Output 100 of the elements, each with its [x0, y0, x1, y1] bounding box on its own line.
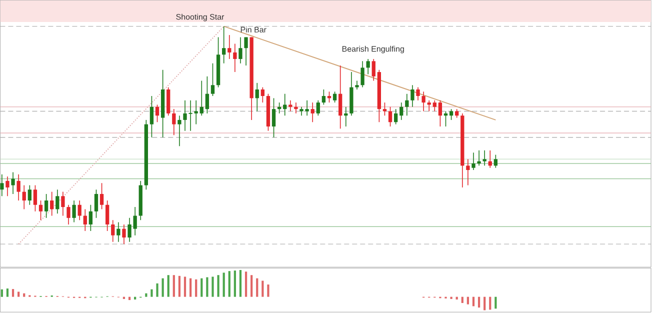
candlestick	[360, 60, 364, 88]
candlestick	[111, 220, 115, 242]
candlestick	[394, 108, 398, 125]
candlestick	[205, 76, 210, 114]
bar	[217, 275, 220, 297]
bar	[250, 275, 253, 297]
candlestick	[150, 96, 154, 138]
bar	[489, 296, 492, 310]
candlestick	[416, 86, 420, 101]
bar	[23, 293, 26, 297]
bar	[0, 289, 3, 297]
bar	[167, 275, 170, 297]
candlestick	[294, 102, 298, 114]
bar	[212, 276, 214, 297]
candlestick	[372, 58, 376, 82]
bar	[244, 272, 248, 297]
candlestick	[238, 36, 242, 64]
candlestick	[366, 58, 370, 75]
candlestick	[194, 100, 198, 125]
bar	[206, 277, 208, 297]
candlestick	[44, 194, 48, 218]
candlestick	[155, 104, 160, 122]
candlestick	[166, 86, 170, 116]
candlestick	[322, 89, 326, 106]
candlestick	[244, 36, 248, 66]
candlestick	[122, 224, 126, 244]
bar	[239, 270, 242, 297]
candlestick	[472, 152, 476, 170]
bar	[195, 279, 198, 297]
candlestick	[106, 200, 110, 232]
candlestick	[316, 100, 320, 116]
candlestick	[72, 200, 76, 223]
candlestick	[466, 158, 470, 186]
bar	[262, 280, 264, 297]
candlestick	[228, 34, 232, 60]
bar	[461, 296, 464, 303]
candlestick	[438, 100, 442, 127]
candlestick	[422, 91, 426, 112]
candlestick	[477, 150, 481, 166]
candlestick	[388, 106, 392, 127]
candlestick	[210, 62, 215, 96]
bar	[18, 292, 20, 297]
candlestick	[178, 115, 182, 146]
candlestick	[405, 93, 409, 116]
candlestick	[332, 91, 337, 103]
bar	[189, 278, 192, 297]
bar	[162, 278, 164, 297]
candlestick	[94, 189, 98, 218]
candlestick	[400, 102, 404, 120]
candlestick	[116, 222, 120, 242]
candlestick	[272, 98, 276, 138]
candlestick	[11, 172, 15, 194]
candlestick	[233, 43, 237, 72]
candlestick	[482, 150, 486, 166]
candlestick	[449, 108, 454, 120]
bar	[6, 288, 9, 297]
bar	[472, 296, 475, 306]
bar	[466, 296, 469, 304]
bar	[156, 283, 158, 297]
candlestick	[494, 154, 498, 168]
candlestick	[0, 174, 4, 197]
bar	[228, 271, 230, 297]
bar	[494, 296, 497, 309]
bar	[484, 296, 486, 310]
candlestick	[56, 189, 60, 214]
candlestick	[410, 84, 414, 108]
bar	[172, 275, 175, 297]
candlestick	[283, 93, 287, 116]
candlestick	[172, 108, 176, 136]
candlestick	[432, 100, 436, 112]
bar	[267, 284, 270, 297]
candlestick	[78, 200, 82, 220]
candlestick	[28, 184, 32, 206]
candlestick	[61, 191, 65, 216]
bar	[178, 276, 181, 297]
bar	[234, 270, 236, 297]
candlestick	[16, 174, 20, 201]
candlestick	[88, 204, 93, 232]
candlestick	[33, 184, 38, 212]
candlestick	[255, 82, 259, 112]
candlestick	[200, 80, 204, 116]
bar	[222, 272, 225, 297]
bar	[150, 289, 153, 297]
candlestick	[288, 100, 292, 112]
candlestick	[260, 86, 264, 103]
bar	[200, 278, 203, 297]
bar	[184, 276, 186, 297]
candlestick	[100, 182, 104, 210]
candlestick	[22, 184, 26, 210]
candlestick	[222, 26, 226, 64]
candlestick	[310, 102, 314, 122]
bar	[145, 293, 148, 297]
bar	[256, 278, 258, 297]
candlestick	[83, 208, 87, 232]
bar	[12, 288, 14, 297]
candlestick	[338, 65, 342, 130]
bar	[478, 296, 480, 308]
candlestick	[38, 200, 43, 220]
candlestick	[6, 176, 10, 197]
candlestick	[50, 191, 54, 216]
